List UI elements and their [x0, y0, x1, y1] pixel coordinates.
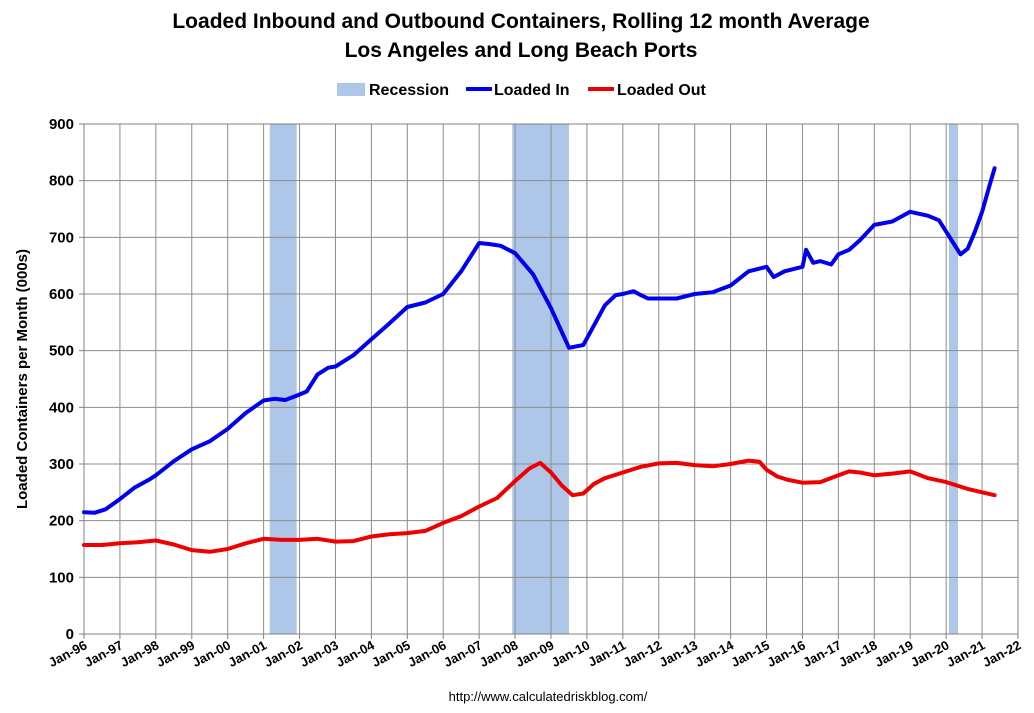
recession-band-2 [512, 124, 569, 634]
legend-recession-label: Recession [369, 82, 449, 99]
y-axis-ticks: 0 100 200 300 400 500 600 700 800 900 [49, 116, 84, 643]
chart-title: Loaded Inbound and Outbound Containers, … [172, 10, 869, 33]
legend: Recession Loaded In Loaded Out [337, 82, 707, 99]
x-tick-label: Jan-08 [477, 637, 520, 670]
x-tick-label: Jan-14 [693, 637, 737, 670]
x-tick-label: Jan-22 [980, 637, 1023, 670]
recession-band-1 [269, 124, 297, 634]
y-tick-label: 200 [49, 513, 74, 530]
y-tick-label: 500 [49, 343, 74, 360]
x-tick-label: Jan-02 [262, 637, 305, 670]
gridlines [83, 123, 1019, 635]
x-tick-label: Jan-05 [369, 637, 412, 670]
x-tick-label: Jan-06 [405, 637, 448, 670]
y-tick-label: 600 [49, 286, 74, 303]
x-tick-label: Jan-99 [154, 637, 197, 670]
series-line-loaded-out [82, 458, 997, 554]
x-tick-label: Jan-21 [944, 637, 987, 670]
y-axis-label: Loaded Containers per Month (000s) [14, 249, 31, 509]
x-tick-label: Jan-07 [441, 637, 484, 670]
x-tick-label: Jan-10 [549, 637, 592, 670]
x-tick-label: Jan-16 [764, 637, 807, 670]
x-tick-label: Jan-15 [729, 637, 772, 670]
source-url: http://www.calculatedriskblog.com/ [449, 689, 648, 704]
x-tick-label: Jan-11 [585, 637, 628, 669]
series-lines [82, 166, 997, 554]
x-tick-label: Jan-97 [82, 637, 125, 670]
x-tick-label: Jan-17 [800, 637, 843, 670]
x-tick-label: Jan-09 [513, 637, 556, 670]
x-tick-label: Jan-00 [190, 637, 233, 670]
x-tick-label: Jan-98 [118, 637, 161, 670]
x-tick-label: Jan-20 [908, 637, 951, 670]
y-tick-label: 100 [49, 569, 74, 586]
x-tick-label: Jan-13 [657, 637, 700, 670]
x-tick-label: Jan-04 [333, 637, 377, 670]
recession-bands [269, 124, 959, 634]
legend-loaded-in-label: Loaded In [494, 82, 570, 99]
y-tick-label: 800 [49, 173, 74, 190]
x-tick-label: Jan-12 [621, 637, 664, 670]
y-tick-label: 700 [49, 229, 74, 246]
x-tick-label: Jan-19 [872, 637, 915, 670]
x-tick-label: Jan-01 [226, 637, 269, 670]
x-tick-label: Jan-18 [836, 637, 879, 670]
y-tick-label: 300 [49, 456, 74, 473]
x-axis-ticks: Jan-96Jan-97Jan-98Jan-99Jan-00Jan-01Jan-… [46, 634, 1023, 670]
series-line-loaded-in [82, 166, 997, 515]
y-tick-label: 400 [49, 399, 74, 416]
legend-loaded-out-label: Loaded Out [617, 82, 707, 99]
legend-recession-swatch [337, 83, 365, 96]
y-tick-label: 900 [49, 116, 74, 133]
x-tick-label: Jan-03 [297, 637, 340, 670]
recession-band-3 [949, 124, 959, 634]
chart-subtitle: Los Angeles and Long Beach Ports [345, 39, 698, 62]
y-tick-label: 0 [66, 626, 74, 643]
